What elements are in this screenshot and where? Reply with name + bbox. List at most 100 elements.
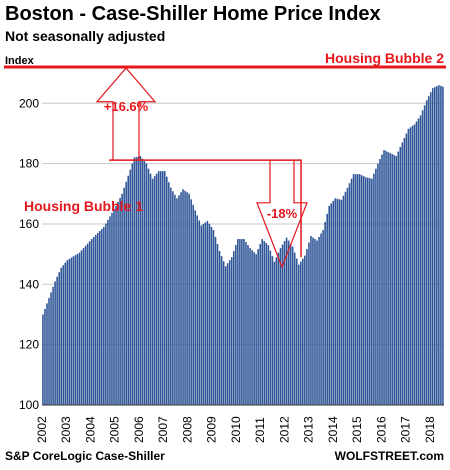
bar [159,171,162,405]
x-tick-label: 2013 [302,416,316,443]
bar [222,261,225,405]
bar [163,171,166,405]
bar [72,256,75,405]
y-axis-label: Index [5,55,35,67]
bar [176,198,178,405]
bar [293,252,296,405]
bar [373,173,375,405]
bar [377,163,379,405]
bar [115,205,117,405]
bar [364,177,367,405]
bar [198,220,201,405]
bar [214,237,217,405]
bar [395,156,398,405]
bar [267,245,270,405]
bar [76,253,79,405]
bar [218,251,221,405]
bar [52,286,54,405]
bar [210,226,213,405]
bar-series [42,85,444,406]
bar [123,187,125,405]
bar [401,142,404,406]
bar [133,157,136,405]
bar [78,252,81,405]
bar [356,174,359,405]
bar [413,124,416,406]
bar [379,159,381,405]
bar [64,262,67,405]
bar [415,121,418,405]
bar [263,241,266,405]
y-tick-label: 140 [19,277,39,291]
bar [436,86,438,405]
bar [161,171,164,405]
bar [235,245,237,405]
bar [56,276,58,405]
bar [326,213,328,405]
bar [96,233,99,405]
x-tick-label: 2014 [326,416,340,443]
bar [68,258,71,405]
bar [141,158,144,405]
bar [90,239,93,405]
bar [433,87,436,405]
bar [334,198,337,405]
bar [66,260,69,405]
bar [316,240,318,405]
bar [200,225,203,405]
x-tick-label: 2018 [423,416,437,443]
bar [137,156,140,405]
bar [362,176,365,405]
bar [399,147,402,405]
bar [273,261,276,405]
bar [318,237,320,405]
bar [369,178,371,405]
bar [251,250,253,405]
source-note: S&P CoreLogic Case-Shiller [5,449,165,463]
bar [121,193,123,405]
bar [232,251,235,405]
bar [105,223,107,405]
down-arrow-icon [256,159,308,269]
x-tick-label: 2015 [350,416,364,443]
bar [216,244,219,405]
bar [381,154,383,405]
bar [421,110,424,405]
bar [237,239,239,405]
bar [50,292,52,405]
bar [360,175,363,405]
bar [188,193,190,405]
bar [259,244,261,405]
bar [352,174,355,405]
bar [350,178,353,405]
bar [82,248,85,405]
bar [84,245,87,405]
bar [411,125,414,406]
bar [328,205,331,405]
bar [283,241,286,405]
bar [257,249,259,405]
bar [297,264,300,405]
bar [253,252,255,405]
bar [109,216,111,405]
bar [427,96,430,406]
up-arrow-icon [95,67,157,161]
bar [101,228,103,405]
bar [107,219,109,405]
bar [423,105,426,405]
x-tick-label: 2012 [277,416,291,443]
bar [312,237,314,405]
bar [165,176,168,405]
bar [149,173,152,405]
chart-title: Boston - Case-Shiller Home Price Index [5,3,381,25]
bar [129,169,132,405]
bar [409,127,412,406]
bar [442,86,444,406]
bar [74,255,77,405]
bar [202,223,205,405]
bar [330,203,333,405]
bar [249,248,251,405]
x-tick-label: 2006 [132,416,146,443]
bar [44,308,46,405]
